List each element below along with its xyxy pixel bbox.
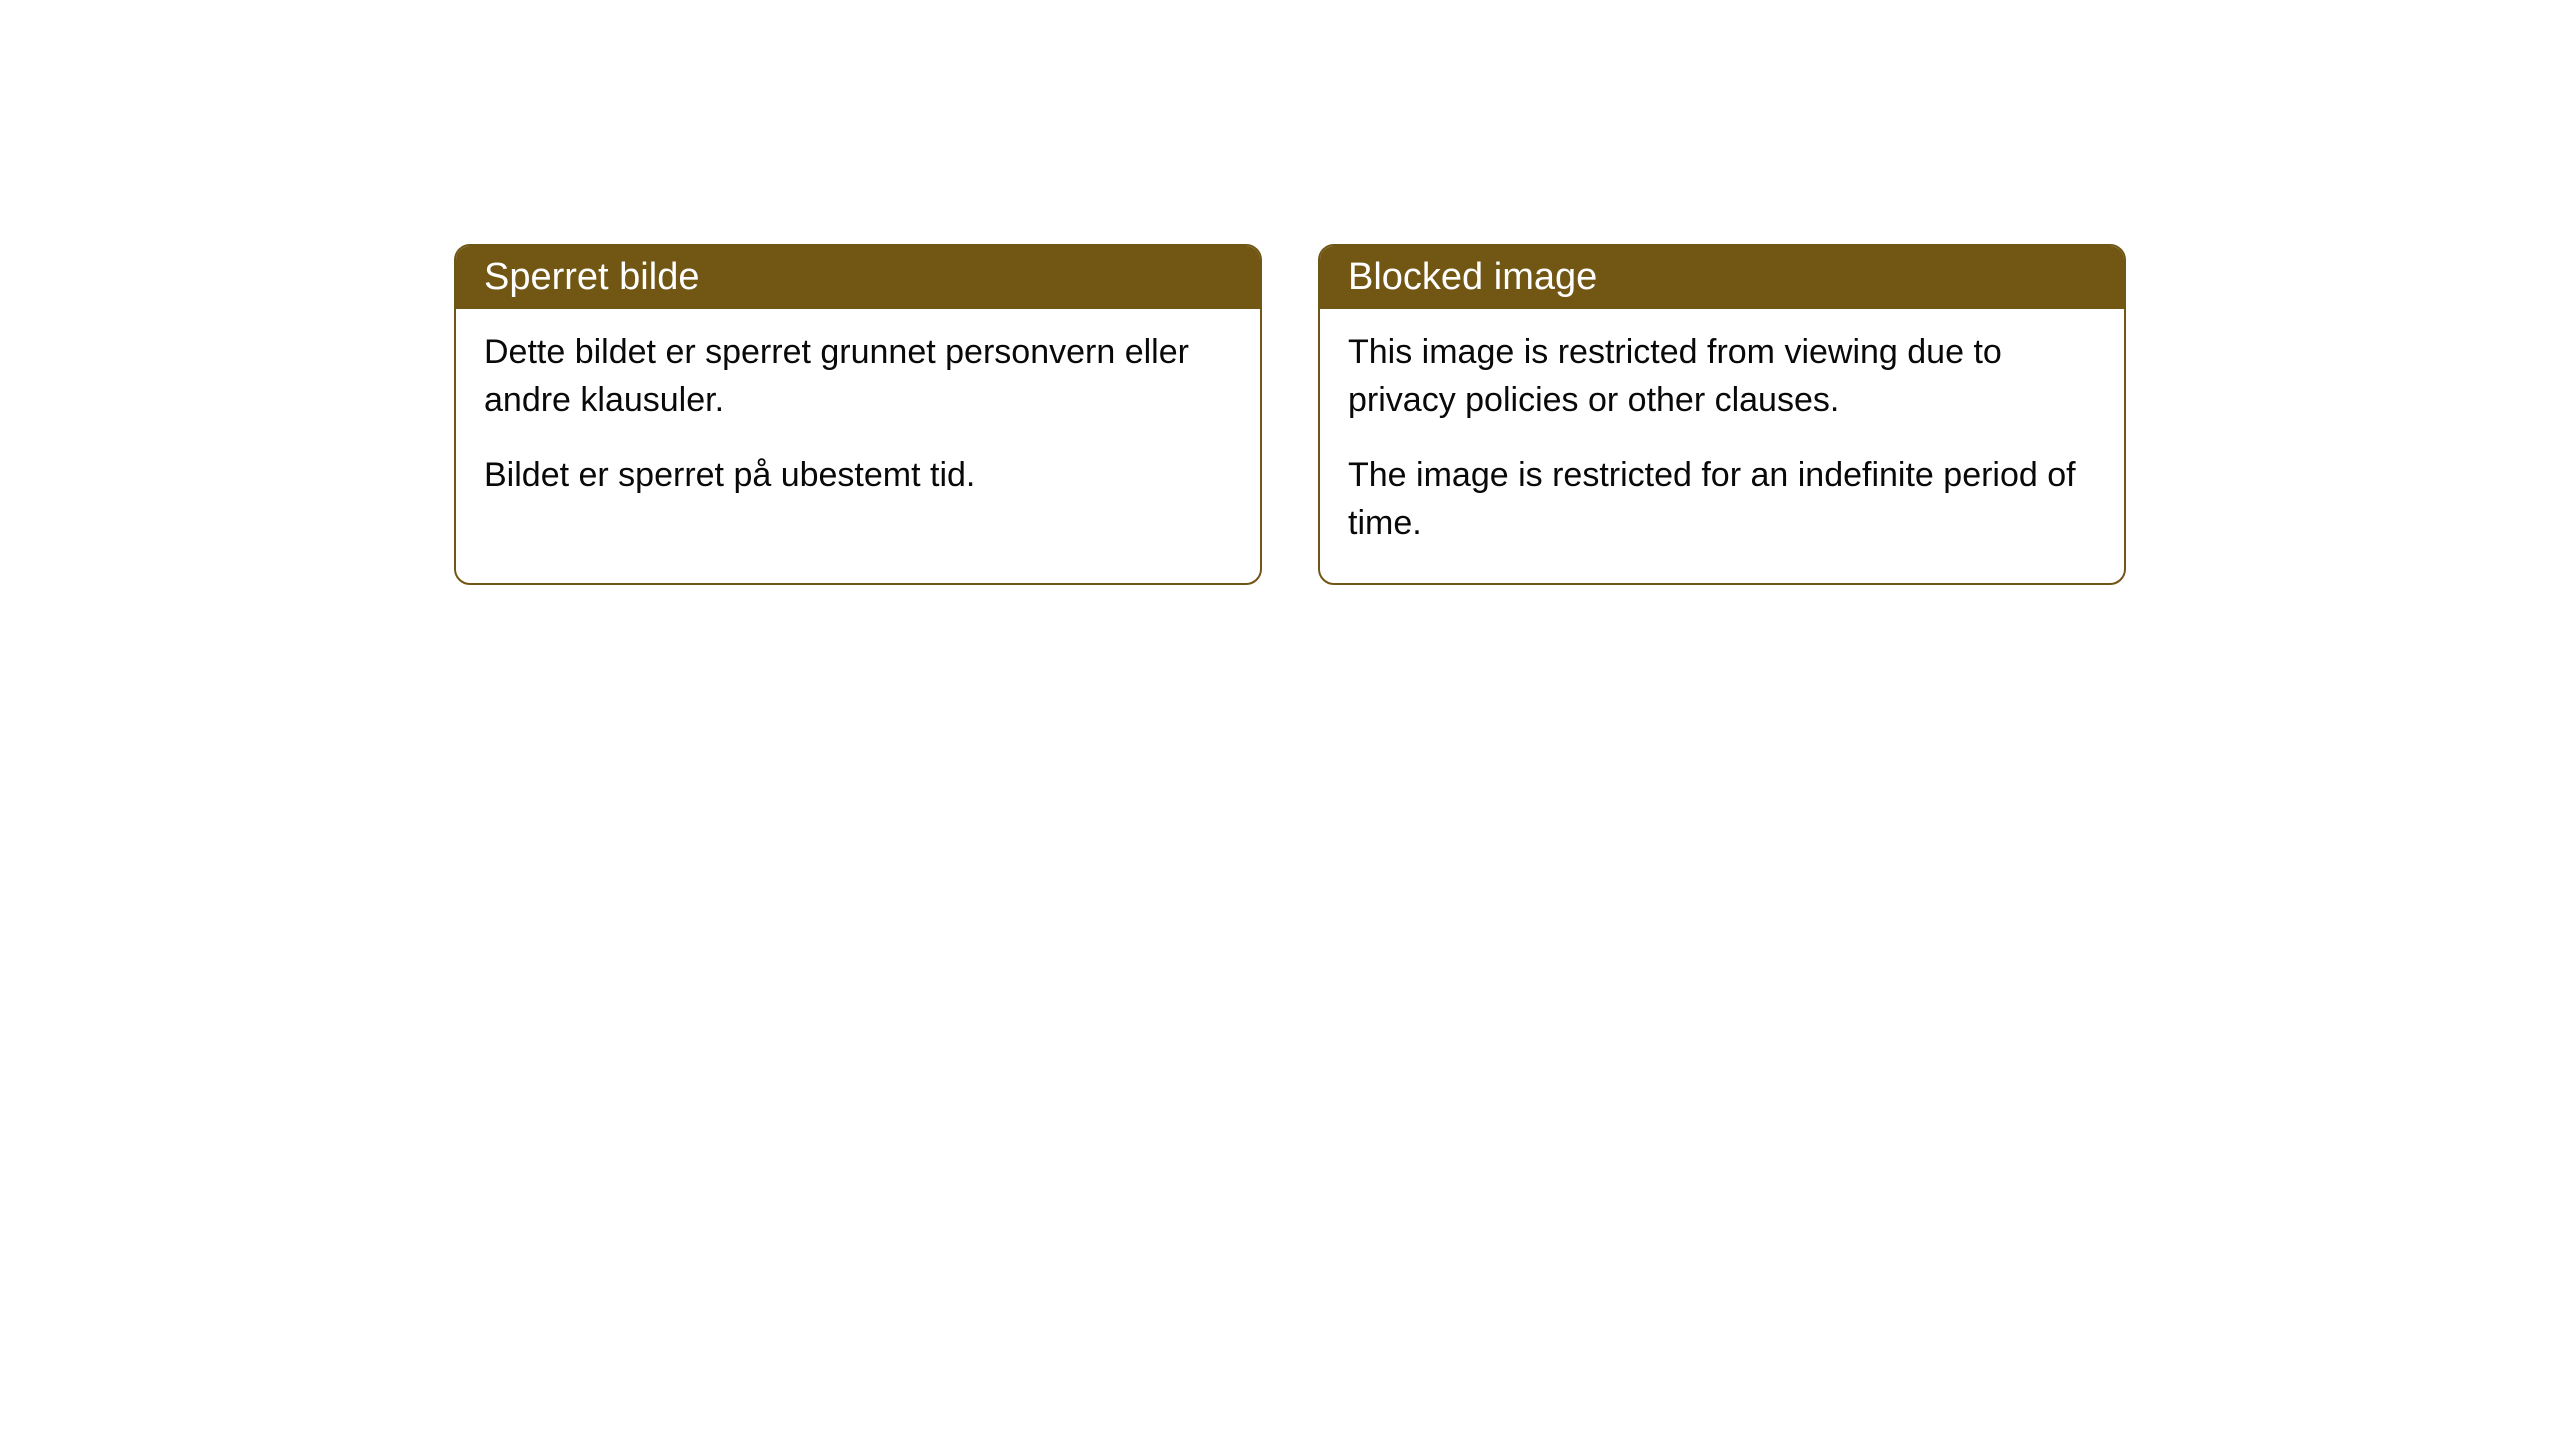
notice-card-english: Blocked image This image is restricted f…: [1318, 244, 2126, 585]
notice-header: Sperret bilde: [456, 246, 1260, 309]
notice-paragraph: Dette bildet er sperret grunnet personve…: [484, 329, 1232, 424]
notice-paragraph: Bildet er sperret på ubestemt tid.: [484, 452, 1232, 500]
notice-paragraph: This image is restricted from viewing du…: [1348, 329, 2096, 424]
notice-paragraph: The image is restricted for an indefinit…: [1348, 452, 2096, 547]
notice-card-norwegian: Sperret bilde Dette bildet er sperret gr…: [454, 244, 1262, 585]
notice-header: Blocked image: [1320, 246, 2124, 309]
notice-body: This image is restricted from viewing du…: [1320, 309, 2124, 583]
notice-container: Sperret bilde Dette bildet er sperret gr…: [0, 0, 2560, 585]
notice-body: Dette bildet er sperret grunnet personve…: [456, 309, 1260, 536]
